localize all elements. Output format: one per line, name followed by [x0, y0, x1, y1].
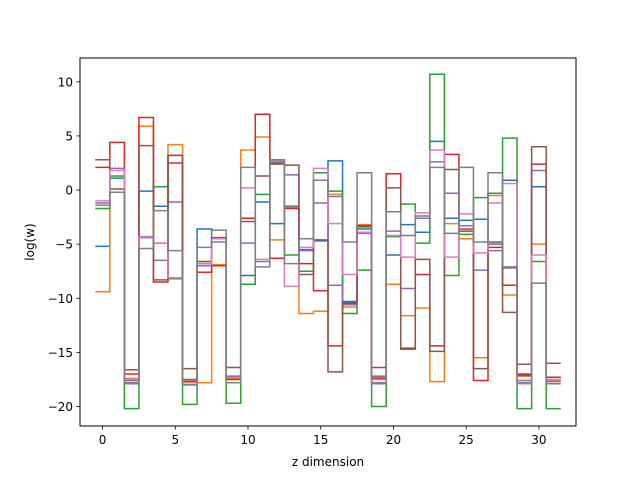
axes-frame: [79, 57, 577, 427]
x-axis-label: z dimension: [292, 455, 364, 469]
y-tick-label: 10: [58, 75, 73, 89]
x-tick-label: 30: [531, 433, 546, 447]
x-tick-label: 0: [99, 433, 107, 447]
y-tick-label: 0: [65, 184, 73, 198]
x-tick-label: 5: [171, 433, 179, 447]
plot-area: [95, 73, 561, 410]
y-tick-label: −10: [48, 292, 73, 306]
x-tick-label: 10: [240, 433, 255, 447]
x-tick-label: 25: [459, 433, 474, 447]
y-axis: −20 −15 −10 −5 0 5 10: [48, 75, 80, 414]
series-6-line: [95, 144, 561, 373]
y-tick-label: −5: [55, 238, 73, 252]
x-tick-label: 20: [386, 433, 401, 447]
x-tick-label: 15: [313, 433, 328, 447]
y-tick-label: 5: [65, 129, 73, 143]
y-tick-label: −20: [48, 400, 73, 414]
x-axis: 0 5 10 15 20 25 30: [99, 426, 547, 447]
series-8-line: [95, 158, 561, 386]
y-axis-label: log(w): [23, 223, 37, 260]
y-tick-label: −15: [48, 346, 73, 360]
